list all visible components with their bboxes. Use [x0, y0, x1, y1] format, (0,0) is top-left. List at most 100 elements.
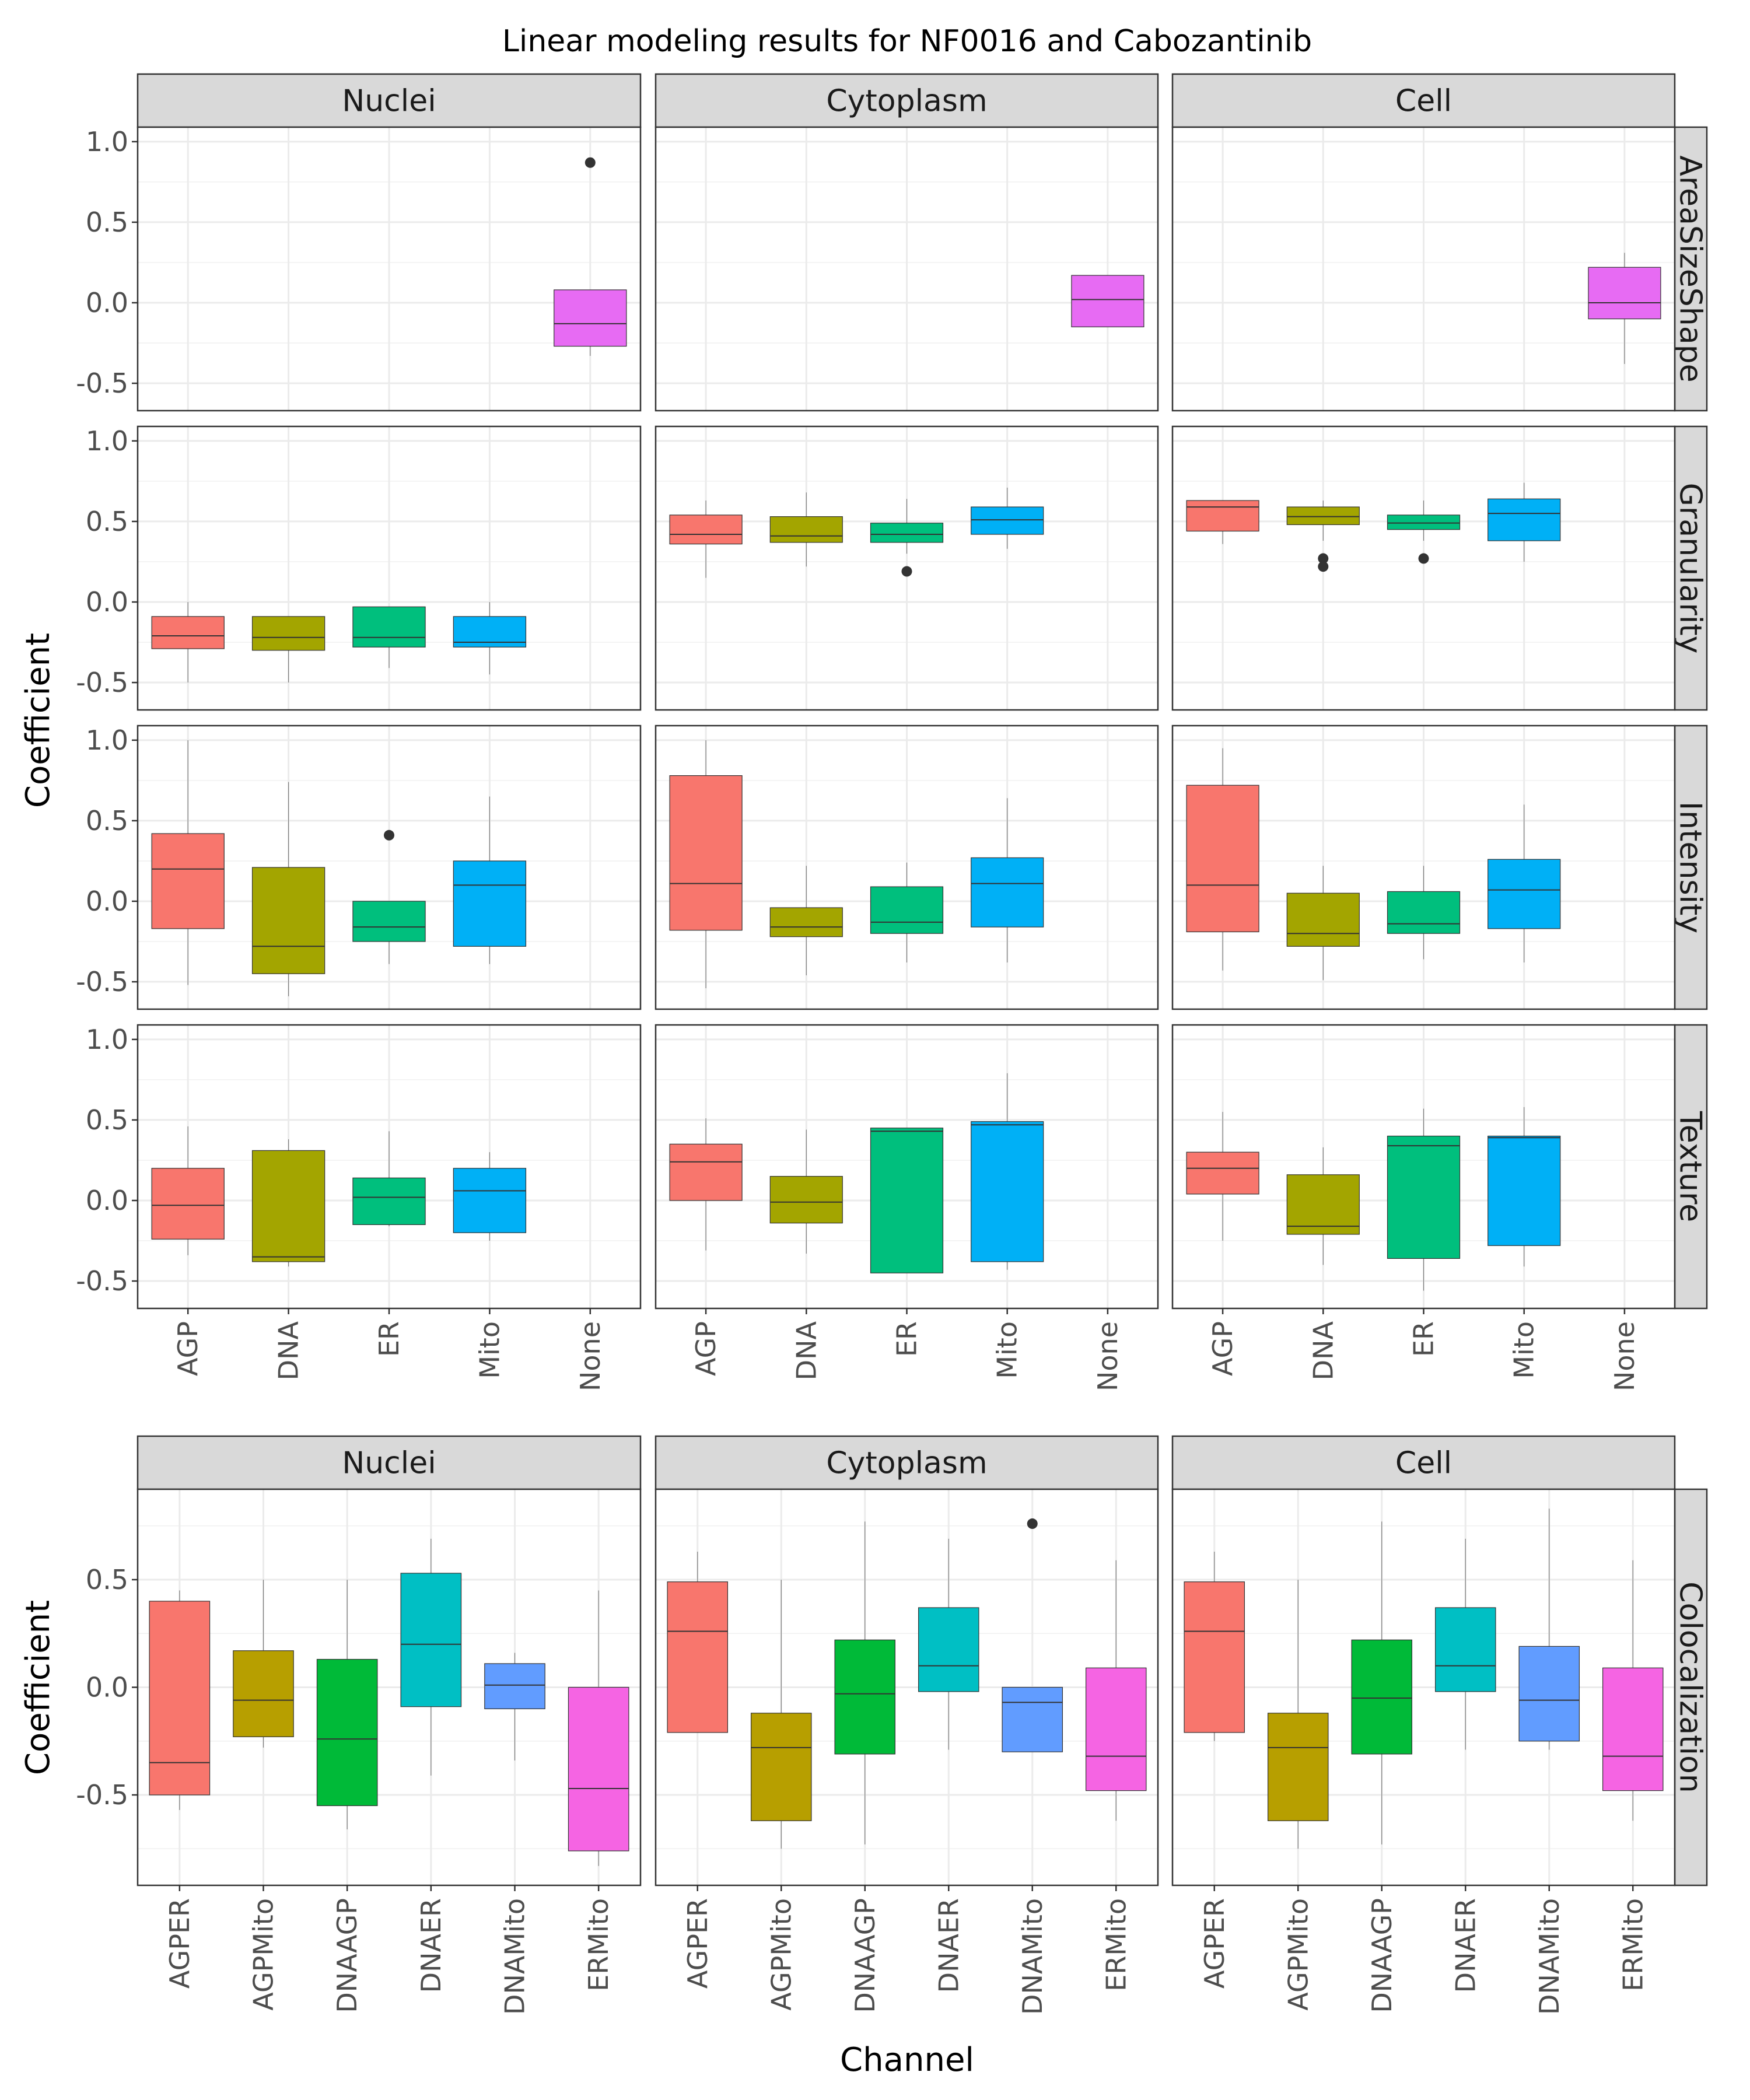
panel-colocalization-cell — [1171, 1488, 1676, 1887]
box-mito — [453, 601, 527, 675]
facet-strip-nuclei — [136, 1435, 642, 1490]
x-tick-label-none: None — [1092, 1321, 1124, 1391]
x-tick-label-er: ER — [1408, 1321, 1440, 1357]
facet-strip-granularity — [1674, 425, 1708, 711]
box-er — [352, 1131, 426, 1227]
box-er-body — [1387, 891, 1461, 934]
box-none — [1071, 275, 1144, 328]
box-ermito-body — [568, 1686, 629, 1852]
panel-areasizeshape-nuclei-border — [136, 126, 642, 412]
y-tick-label: 1.0 — [86, 126, 128, 158]
box-dnaagp — [316, 1579, 378, 1830]
box-er-outlier — [901, 566, 912, 577]
box-mito-body — [971, 506, 1044, 535]
box-dnaagp — [1351, 1521, 1413, 1845]
panel-granularity-cytoplasm — [654, 425, 1159, 711]
box-ermito — [568, 1590, 629, 1866]
x-tick-label-mito: Mito — [1508, 1321, 1540, 1379]
facet-strip-texture — [1674, 1024, 1708, 1310]
panel-intensity-cell-border — [1171, 724, 1676, 1010]
box-mito-body — [971, 1121, 1044, 1262]
box-dnaagp — [834, 1521, 896, 1845]
box-ermito-body — [1085, 1667, 1147, 1791]
y-tick-label: 0.5 — [86, 1104, 128, 1136]
box-agpmito-body — [1267, 1713, 1329, 1821]
y-tick-label: 0.5 — [86, 805, 128, 836]
y-tick-label: 0.5 — [86, 1564, 128, 1595]
box-dnaer — [400, 1538, 462, 1776]
box-dna — [251, 782, 326, 996]
y-tick-label: 0.0 — [86, 586, 128, 618]
box-agp — [1186, 500, 1259, 544]
box-dna-body — [251, 616, 326, 651]
panel-areasizeshape-cell-border — [1171, 126, 1676, 412]
box-agp — [669, 1118, 743, 1251]
panel-granularity-cell — [1171, 425, 1676, 711]
panel-intensity-cell — [1171, 724, 1676, 1010]
box-agp-body — [669, 514, 743, 545]
y-tick-label: -0.5 — [76, 966, 128, 998]
facet-strip-cytoplasm — [654, 1435, 1159, 1490]
facet-strip-label-cell: Cell — [1395, 84, 1452, 119]
box-agp-body — [669, 775, 743, 931]
box-dnaagp-body — [834, 1639, 896, 1755]
x-tick-label-agpmito: AGPMito — [765, 1898, 797, 2011]
box-dna — [1286, 501, 1360, 572]
box-none — [1588, 253, 1661, 364]
x-tick-label-agpmito: AGPMito — [1282, 1898, 1314, 2011]
box-none — [554, 157, 627, 356]
x-tick-label-agpmito: AGPMito — [248, 1898, 279, 2011]
box-dna — [769, 866, 843, 976]
box-mito — [971, 798, 1044, 963]
box-mito-body — [1488, 1135, 1561, 1246]
x-tick-label-mito: Mito — [474, 1321, 505, 1379]
y-tick-label: 0.5 — [86, 506, 128, 537]
y-tick-label: 0.0 — [86, 1672, 128, 1703]
box-none-body — [554, 289, 627, 347]
box-agp-body — [669, 1143, 743, 1201]
box-agpmito — [750, 1579, 812, 1849]
box-mito — [1488, 1107, 1561, 1267]
x-tick-label-agper: AGPER — [682, 1898, 713, 1989]
y-tick-label: -0.5 — [76, 368, 128, 399]
x-axis-title: Channel — [840, 2041, 974, 2079]
x-tick-label-dnaagp: DNAAGP — [331, 1898, 363, 2013]
box-er-body — [1387, 1135, 1461, 1259]
panel-granularity-nuclei — [136, 425, 642, 711]
box-dna-body — [251, 1150, 326, 1262]
box-ermito — [1085, 1560, 1147, 1821]
box-mito — [453, 796, 527, 964]
box-agp-body — [151, 616, 225, 649]
box-agp-body — [151, 833, 225, 929]
panel-texture-cytoplasm — [654, 1024, 1159, 1310]
box-agp-body — [1186, 1152, 1259, 1195]
box-agp — [669, 740, 743, 989]
y-tick-label: 1.0 — [86, 1024, 128, 1055]
box-agper — [149, 1590, 211, 1810]
box-er-body — [1387, 514, 1461, 530]
box-dna-body — [1286, 1174, 1360, 1235]
box-dnamito — [484, 1653, 545, 1760]
facet-strip-colocalization — [1674, 1488, 1708, 1887]
box-er — [1387, 501, 1461, 564]
box-agper-body — [149, 1601, 211, 1796]
x-tick-label-dnaagp: DNAAGP — [1366, 1898, 1398, 2013]
box-er — [870, 499, 944, 577]
x-tick-label-ermito: ERMito — [1617, 1898, 1648, 1992]
y-tick-label: -0.5 — [76, 667, 128, 698]
box-er-outlier — [384, 830, 394, 841]
panel-colocalization-cytoplasm — [654, 1488, 1159, 1887]
box-dnaer — [1434, 1538, 1496, 1750]
facet-strip-label-nuclei: Nuclei — [342, 1446, 436, 1481]
panel-intensity-nuclei-border — [136, 724, 642, 1010]
box-dna-outlier — [1318, 553, 1329, 564]
box-dna-body — [251, 867, 326, 974]
panel-colocalization-cell-border — [1171, 1488, 1676, 1887]
box-dnamito-body — [484, 1663, 545, 1710]
box-agp-body — [1186, 500, 1259, 532]
box-mito-body — [971, 857, 1044, 928]
facet-strip-cytoplasm — [654, 73, 1159, 128]
box-er-body — [352, 901, 426, 942]
y-tick-label: -0.5 — [76, 1779, 128, 1811]
